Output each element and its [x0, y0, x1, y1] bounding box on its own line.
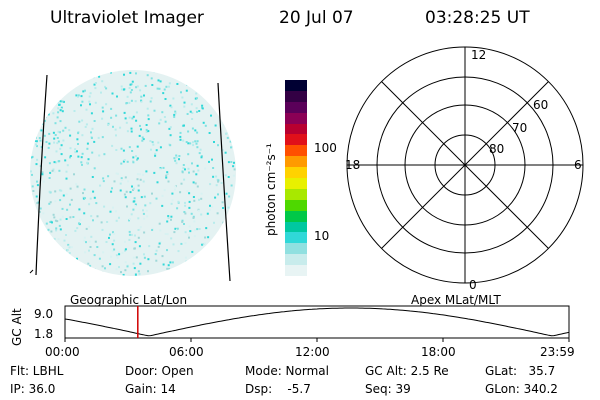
mlt-label-18: 18 — [345, 158, 360, 172]
terminator-line-left — [35, 74, 48, 276]
mlt-label-6: 6 — [574, 158, 582, 172]
header-time: 03:28:25 UT — [425, 8, 530, 28]
orbit-y-axis-label: GC Alt — [10, 308, 24, 346]
colorbar-band — [285, 199, 307, 211]
polar-plot: 12 18 6 0 60 70 80 — [345, 46, 584, 292]
colorbar-band — [285, 112, 307, 124]
color-bar — [285, 80, 307, 277]
colorbar-band — [285, 90, 307, 102]
orbit-x-tick-0000: 00:00 — [45, 345, 80, 359]
colorbar-band — [285, 123, 307, 135]
status-gc-alt: GC Alt: 2.5 Re — [365, 364, 449, 378]
orbit-x-tick-1800: 18:00 — [421, 345, 456, 359]
uv-image-panel — [29, 70, 236, 282]
colorbar-band — [285, 178, 307, 189]
orbit-altitude-plot — [64, 305, 570, 342]
colorbar-band — [285, 167, 307, 179]
polar-diagonal-2 — [381, 81, 549, 249]
orbit-altitude-curve — [64, 307, 570, 337]
colorbar-tick-100: 100 — [314, 141, 337, 155]
status-seq: Seq: 39 — [365, 382, 411, 396]
colorbar-band — [285, 145, 307, 157]
colorbar-tick-10: 10 — [314, 229, 330, 243]
app-title: Ultraviolet Imager — [50, 8, 204, 28]
status-door: Door: Open — [125, 364, 194, 378]
colorbar-band — [285, 156, 307, 168]
status-filter: Flt: LBHL — [10, 364, 64, 378]
lat-label-70: 70 — [512, 121, 527, 135]
colorbar-band — [285, 243, 307, 255]
lat-label-60: 60 — [533, 98, 548, 112]
colorbar-band — [285, 134, 307, 146]
colorbar-band — [285, 265, 307, 277]
status-dsp: Dsp: -5.7 — [245, 382, 311, 396]
status-gain: Gain: 14 — [125, 382, 176, 396]
lat-label-80: 80 — [489, 142, 504, 156]
status-mode: Mode: Normal — [245, 364, 329, 378]
limb-mark — [29, 269, 34, 274]
orbit-y-tick-bottom: 1.8 — [34, 327, 54, 341]
mlt-label-12: 12 — [471, 48, 486, 62]
orbit-x-tick-2359: 23:59 — [540, 345, 575, 359]
mlt-label-0: 0 — [469, 278, 477, 292]
orbit-x-tick-0600: 06:00 — [169, 345, 204, 359]
status-ip: IP: 36.0 — [10, 382, 56, 396]
orbit-left-label: Geographic Lat/Lon — [70, 293, 188, 307]
orbit-x-tick-1200: 12:00 — [295, 345, 330, 359]
colorbar-band — [285, 254, 307, 266]
colorbar-band — [285, 188, 307, 200]
status-glon: GLon: 340.2 — [485, 382, 558, 396]
colorbar-band — [285, 210, 307, 222]
status-glat: GLat: 35.7 — [485, 364, 556, 378]
colorbar-band — [285, 80, 307, 91]
colorbar-unit-label: photon cm⁻²s⁻¹ — [264, 143, 278, 236]
orbit-y-tick-top: 9.0 — [34, 307, 54, 321]
colorbar-band — [285, 221, 307, 233]
header-date: 20 Jul 07 — [279, 8, 354, 28]
orbit-right-label: Apex MLat/MLT — [411, 293, 501, 307]
colorbar-band — [285, 101, 307, 113]
terminator-line-right — [217, 82, 231, 282]
orbit-plot-frame — [64, 305, 570, 339]
colorbar-band — [285, 232, 307, 244]
orbit-x-tick-marks — [64, 338, 570, 342]
